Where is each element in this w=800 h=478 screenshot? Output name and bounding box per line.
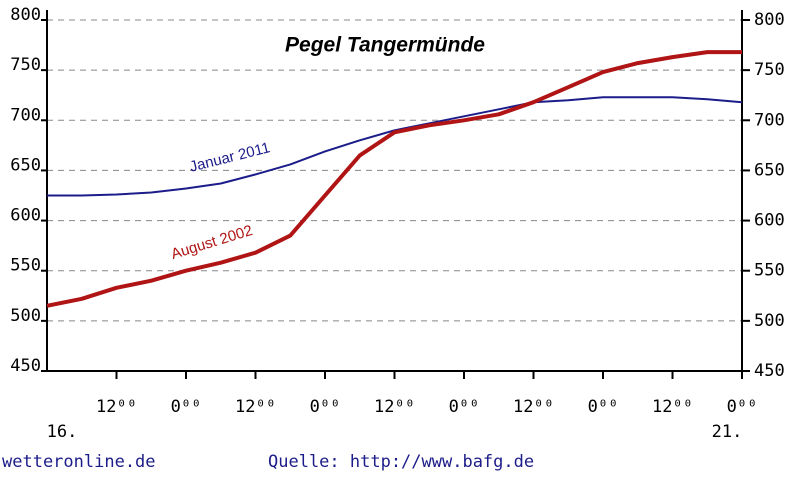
y-tick-label: 750 xyxy=(10,55,41,75)
y-tick-label: 700 xyxy=(10,105,41,125)
y-tick-label: 800 xyxy=(10,5,41,25)
chart-title: Pegel Tangermünde xyxy=(285,34,485,57)
series-line xyxy=(47,96,743,197)
y-tick-label: 550 xyxy=(10,256,41,276)
y2-tick-label: 600 xyxy=(754,211,785,231)
y2-tick-label: 550 xyxy=(754,261,785,281)
x-tick-label: 12⁰⁰ xyxy=(652,397,693,417)
x-tick-label: 12⁰⁰ xyxy=(374,397,415,417)
y-tick-label: 500 xyxy=(10,306,41,326)
footer-right: Quelle: http://www.bafg.de xyxy=(268,452,534,472)
y-tick-label: 600 xyxy=(10,206,41,226)
x-tick-label: 12⁰⁰ xyxy=(235,397,276,417)
y2-tick-label: 700 xyxy=(754,110,785,130)
y-tick-label: 650 xyxy=(10,155,41,175)
x-tick-label: 0⁰⁰ xyxy=(310,397,341,417)
date-label: 21. xyxy=(712,422,743,442)
x-tick-label: 0⁰⁰ xyxy=(449,397,480,417)
y2-tick-label: 750 xyxy=(754,60,785,80)
footer-left: wetteronline.de xyxy=(2,452,156,472)
y2-tick-label: 800 xyxy=(754,10,785,30)
x-tick-label: 0⁰⁰ xyxy=(727,397,758,417)
y2-tick-label: 450 xyxy=(754,361,785,381)
y2-tick-label: 650 xyxy=(754,160,785,180)
x-tick-label: 0⁰⁰ xyxy=(171,397,202,417)
y-tick-label: 450 xyxy=(10,356,41,376)
x-tick-label: 12⁰⁰ xyxy=(96,397,137,417)
series-line xyxy=(46,50,742,308)
y2-tick-label: 500 xyxy=(754,311,785,331)
x-tick-label: 0⁰⁰ xyxy=(588,397,619,417)
x-tick-label: 12⁰⁰ xyxy=(513,397,554,417)
date-label: 16. xyxy=(47,422,78,442)
